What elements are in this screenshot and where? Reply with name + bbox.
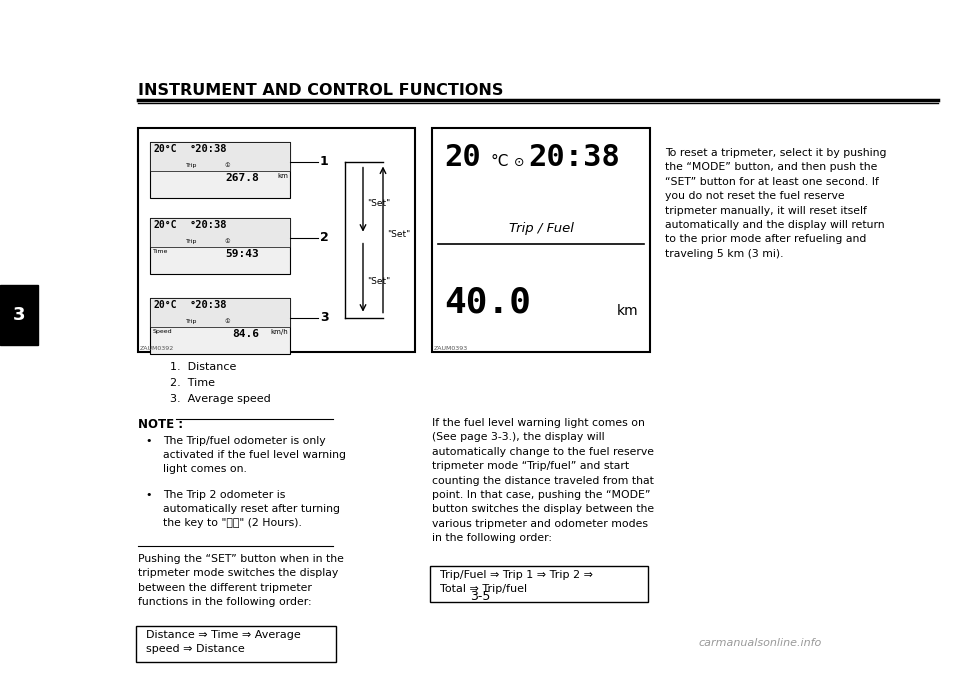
Text: °20:38: °20:38 <box>190 220 228 230</box>
Text: 3-5: 3-5 <box>469 590 491 603</box>
Text: NOTE :: NOTE : <box>138 418 183 431</box>
Text: 20:38: 20:38 <box>528 144 620 172</box>
Text: 20°C: 20°C <box>154 220 178 230</box>
Text: "Set": "Set" <box>387 230 410 239</box>
Text: km/h: km/h <box>271 329 288 335</box>
Text: °20:38: °20:38 <box>190 144 228 154</box>
Bar <box>150 218 290 274</box>
Text: 1: 1 <box>320 155 328 168</box>
Text: 59:43: 59:43 <box>226 249 259 259</box>
Text: If the fuel level warning light comes on
(See page 3-3.), the display will
autom: If the fuel level warning light comes on… <box>432 418 654 543</box>
Bar <box>136 626 336 662</box>
Text: 84.6: 84.6 <box>232 329 259 339</box>
Text: The Trip/fuel odometer is only
activated if the fuel level warning
light comes o: The Trip/fuel odometer is only activated… <box>163 436 346 474</box>
Text: ZAUM0392: ZAUM0392 <box>140 346 175 351</box>
Bar <box>150 298 290 354</box>
Text: •: • <box>145 490 152 500</box>
Text: ①: ① <box>225 163 229 168</box>
Text: ①: ① <box>225 239 229 244</box>
Text: 2: 2 <box>320 231 328 244</box>
Text: 1.  Distance: 1. Distance <box>170 362 236 372</box>
Bar <box>150 142 290 171</box>
Text: INSTRUMENT AND CONTROL FUNCTIONS: INSTRUMENT AND CONTROL FUNCTIONS <box>138 83 503 98</box>
Text: ①: ① <box>225 319 229 324</box>
Text: Pushing the “SET” button when in the
tripmeter mode switches the display
between: Pushing the “SET” button when in the tri… <box>138 554 344 607</box>
Text: 267.8: 267.8 <box>226 173 259 183</box>
Bar <box>0 285 38 345</box>
Text: 20°C: 20°C <box>154 300 178 310</box>
Text: "Set": "Set" <box>367 277 391 285</box>
Text: To reset a tripmeter, select it by pushing
the “MODE” button, and then push the
: To reset a tripmeter, select it by pushi… <box>665 148 886 259</box>
Text: 40.0: 40.0 <box>444 285 531 320</box>
Bar <box>150 142 290 198</box>
Text: 3: 3 <box>12 306 25 324</box>
Bar <box>432 128 650 352</box>
Text: Trip / Fuel: Trip / Fuel <box>509 222 573 235</box>
Text: 2.  Time: 2. Time <box>170 378 215 388</box>
Text: 3: 3 <box>320 311 328 324</box>
Text: Trip: Trip <box>186 163 198 168</box>
Text: 20: 20 <box>444 144 481 172</box>
Text: ⊙: ⊙ <box>514 155 524 169</box>
Text: "Set": "Set" <box>367 199 391 207</box>
Text: 3.  Average speed: 3. Average speed <box>170 394 271 404</box>
Bar <box>150 218 290 247</box>
Bar <box>430 566 648 602</box>
Text: Trip: Trip <box>186 319 198 324</box>
Bar <box>138 128 415 352</box>
Text: 20°C: 20°C <box>154 144 178 154</box>
Text: •: • <box>145 436 152 446</box>
Text: Time: Time <box>153 249 168 254</box>
Text: °C: °C <box>490 155 509 170</box>
Text: km: km <box>277 173 288 179</box>
Bar <box>150 298 290 327</box>
Text: Distance ⇒ Time ⇒ Average
speed ⇒ Distance: Distance ⇒ Time ⇒ Average speed ⇒ Distan… <box>146 630 300 654</box>
Text: km: km <box>616 304 638 318</box>
Text: Speed: Speed <box>153 329 173 334</box>
Text: °20:38: °20:38 <box>190 300 228 310</box>
Text: carmanualsonline.info: carmanualsonline.info <box>698 638 822 648</box>
Text: The Trip 2 odometer is
automatically reset after turning
the key to "〈〉" (2 Hour: The Trip 2 odometer is automatically res… <box>163 490 340 528</box>
Text: Trip: Trip <box>186 239 198 244</box>
Text: Trip/Fuel ⇒ Trip 1 ⇒ Trip 2 ⇒
Total ⇒ Trip/fuel: Trip/Fuel ⇒ Trip 1 ⇒ Trip 2 ⇒ Total ⇒ Tr… <box>440 570 593 594</box>
Text: ZAUM0393: ZAUM0393 <box>434 346 468 351</box>
